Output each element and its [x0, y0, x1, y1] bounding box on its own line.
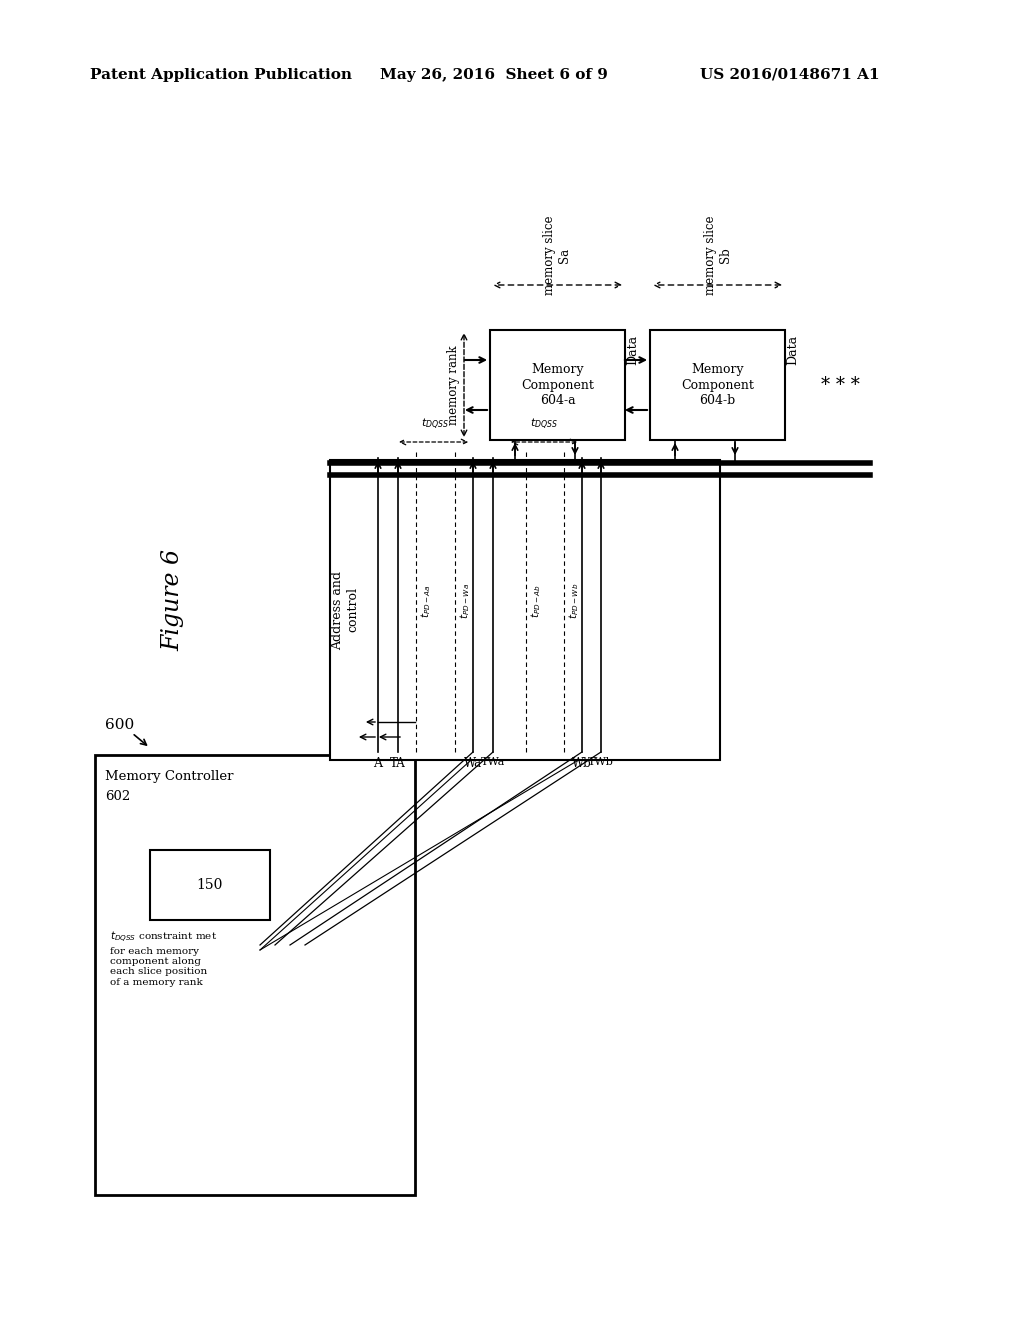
Text: US 2016/0148671 A1: US 2016/0148671 A1 [700, 69, 880, 82]
Text: Wb: Wb [572, 756, 592, 770]
Text: $t_{DQSS}$: $t_{DQSS}$ [530, 417, 558, 432]
Text: May 26, 2016  Sheet 6 of 9: May 26, 2016 Sheet 6 of 9 [380, 69, 608, 82]
Text: * * *: * * * [820, 376, 859, 393]
Text: TA: TA [390, 756, 406, 770]
Text: $t_{PD-Ab}$: $t_{PD-Ab}$ [529, 583, 543, 618]
Text: memory slice
Sb: memory slice Sb [705, 215, 732, 294]
Text: $t_{DQSS}$: $t_{DQSS}$ [422, 417, 450, 432]
Bar [150, 850, 270, 920]
Text: $t_{PD-Wa}$: $t_{PD-Wa}$ [458, 583, 472, 619]
Text: memory slice
Sa: memory slice Sa [543, 215, 571, 294]
Text: Address and
control: Address and control [331, 570, 359, 649]
Text: Data: Data [786, 335, 800, 366]
Bar [330, 459, 720, 760]
Text: Wa: Wa [464, 756, 482, 770]
Text: Memory Controller: Memory Controller [105, 770, 233, 783]
Text: memory rank: memory rank [447, 346, 461, 425]
Text: TWa: TWa [481, 756, 505, 767]
Text: Memory
Component
604-a: Memory Component 604-a [521, 363, 594, 407]
Text: 602: 602 [105, 789, 130, 803]
Text: 600: 600 [105, 718, 134, 733]
Text: $t_{DQSS}$ constraint met
for each memory
component along
each slice position
of: $t_{DQSS}$ constraint met for each memor… [110, 931, 217, 987]
Text: Data: Data [627, 335, 640, 366]
Text: Memory
Component
604-b: Memory Component 604-b [681, 363, 754, 407]
Text: $t_{PD-Wb}$: $t_{PD-Wb}$ [567, 583, 581, 619]
Text: A: A [374, 756, 383, 770]
Bar [490, 330, 625, 440]
Bar [650, 330, 785, 440]
Text: 150: 150 [197, 878, 223, 892]
Bar [95, 755, 415, 1195]
Text: Patent Application Publication: Patent Application Publication [90, 69, 352, 82]
Text: TWb: TWb [588, 756, 614, 767]
Text: $t_{PD-Aa}$: $t_{PD-Aa}$ [419, 583, 433, 618]
Text: Figure 6: Figure 6 [162, 549, 184, 651]
